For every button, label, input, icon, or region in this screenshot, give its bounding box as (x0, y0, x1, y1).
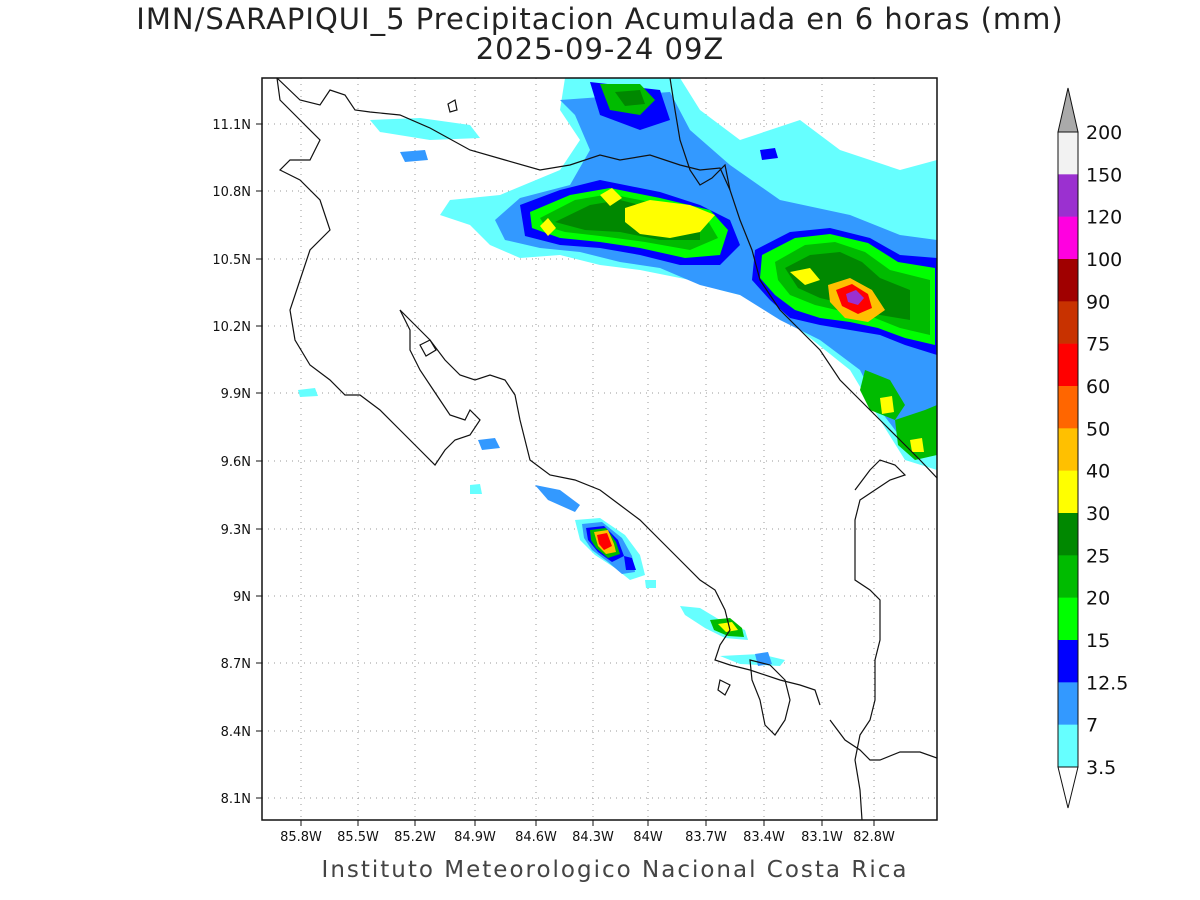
colorbar-label: 90 (1086, 291, 1110, 313)
lat-label: 10.2N (212, 320, 251, 335)
colorbar-under-arrow (1057, 766, 1079, 809)
lat-label: 8.7N (221, 657, 251, 672)
precip-band-south (298, 388, 785, 666)
colorbar-segment (1058, 132, 1078, 175)
colorbar-label: 50 (1086, 418, 1110, 440)
colorbar: 200 150 120 100 90 75 60 50 40 30 25 20 15 12.5 7 3.5 (1057, 87, 1128, 809)
colorbar-segment (1058, 216, 1078, 260)
lat-label: 8.4N (221, 725, 251, 740)
lon-label: 84.6W (515, 830, 557, 845)
colorbar-segment (1058, 597, 1078, 641)
lon-label: 83.4W (743, 830, 785, 845)
colorbar-label: 75 (1086, 334, 1110, 356)
colorbar-segment (1058, 174, 1078, 217)
colorbar-label: 40 (1086, 461, 1110, 483)
lat-label: 9.3N (221, 523, 251, 538)
footer-credit: Instituto Meteorologico Nacional Costa R… (321, 857, 909, 883)
lon-label: 84.3W (572, 830, 614, 845)
coastlines (276, 78, 937, 820)
colorbar-label: 20 (1086, 588, 1110, 610)
colorbar-segment (1058, 513, 1078, 556)
lat-label: 9.6N (221, 455, 251, 470)
map-title: IMN/SARAPIQUI_5 Precipitacion Acumulada … (136, 2, 1064, 36)
colorbar-segment (1058, 470, 1078, 514)
lon-label: 83.7W (685, 830, 727, 845)
colorbar-segment (1058, 386, 1078, 429)
colorbar-segment (1058, 428, 1078, 471)
map-date: 2025-09-24 09Z (475, 32, 725, 66)
colorbar-label: 120 (1086, 207, 1122, 229)
colorbar-label: 150 (1086, 164, 1122, 186)
colorbar-segments (1057, 131, 1079, 768)
colorbar-label: 200 (1086, 122, 1122, 144)
map-grid (262, 78, 937, 820)
lat-label: 9N (233, 590, 251, 605)
precip-band-north (370, 78, 937, 470)
colorbar-labels: 200 150 120 100 90 75 60 50 40 30 25 20 15 12.5 7 3.5 (1086, 122, 1128, 779)
colorbar-segment (1058, 640, 1078, 683)
colorbar-segment (1058, 682, 1078, 725)
lon-label: 82.8W (853, 830, 895, 845)
colorbar-label: 100 (1086, 249, 1122, 271)
lat-label: 10.5N (212, 253, 251, 268)
colorbar-segment (1058, 343, 1078, 387)
colorbar-label: 3.5 (1086, 757, 1116, 779)
lat-label: 10.8N (212, 185, 251, 200)
colorbar-over-arrow (1057, 87, 1079, 133)
lon-label: 85.2W (394, 830, 436, 845)
lat-axis-labels: 11.1N 10.8N 10.5N 10.2N 9.9N 9.6N 9.3N 9… (212, 118, 251, 807)
colorbar-label: 7 (1086, 715, 1098, 737)
lon-label: 85.8W (280, 830, 322, 845)
lon-label: 84.9W (454, 830, 496, 845)
lat-label: 8.1N (221, 792, 251, 807)
colorbar-segment (1058, 259, 1078, 302)
lon-label: 83.1W (801, 830, 843, 845)
colorbar-label: 30 (1086, 503, 1110, 525)
colorbar-label: 12.5 (1086, 672, 1128, 694)
colorbar-label: 60 (1086, 376, 1110, 398)
colorbar-segment (1058, 724, 1078, 768)
lon-label: 84W (633, 830, 663, 845)
lon-axis-labels: 85.8W 85.5W 85.2W 84.9W 84.6W 84.3W 84W … (280, 830, 895, 845)
colorbar-segment (1058, 555, 1078, 598)
lon-label: 85.5W (337, 830, 379, 845)
lat-label: 9.9N (221, 387, 251, 402)
lat-label: 11.1N (212, 118, 251, 133)
colorbar-label: 15 (1086, 630, 1110, 652)
map-frame (261, 77, 938, 821)
colorbar-label: 25 (1086, 545, 1110, 567)
colorbar-segment (1058, 301, 1078, 344)
map-ticks (256, 123, 875, 826)
